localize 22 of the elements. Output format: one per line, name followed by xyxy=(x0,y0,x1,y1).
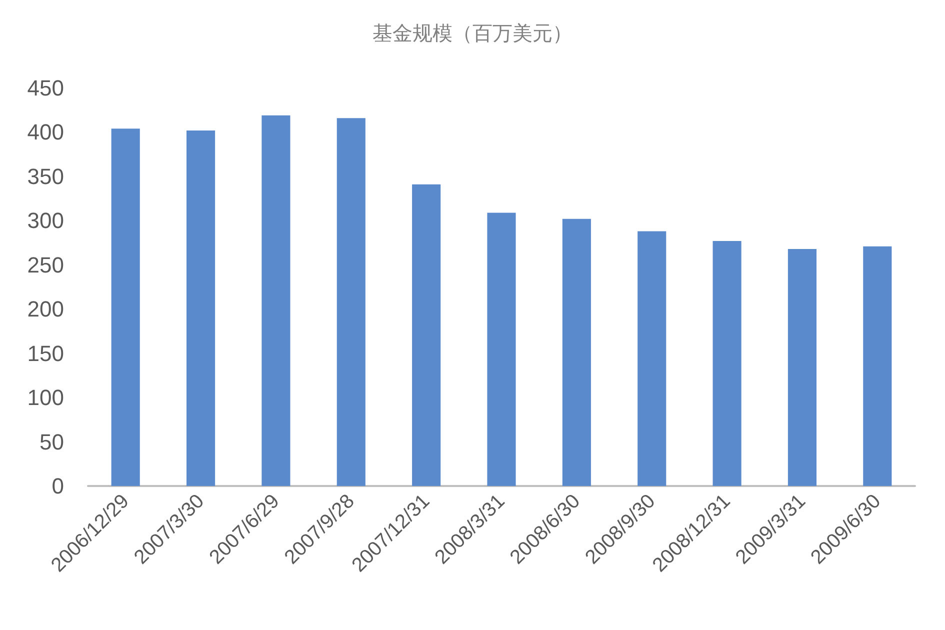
bar xyxy=(788,248,817,486)
y-tick-label: 350 xyxy=(27,164,64,189)
y-tick-label: 300 xyxy=(27,208,64,234)
bar xyxy=(863,246,892,486)
bar xyxy=(412,184,441,486)
y-tick-label: 250 xyxy=(27,252,64,278)
y-tick-label: 450 xyxy=(27,76,64,100)
bar xyxy=(262,115,290,486)
bar xyxy=(712,241,742,486)
y-tick-label: 400 xyxy=(27,120,64,145)
bar xyxy=(186,130,216,486)
y-tick-label: 100 xyxy=(27,385,64,410)
y-tick-label: 150 xyxy=(27,340,64,366)
y-tick-label: 50 xyxy=(40,429,64,454)
bar xyxy=(487,212,516,486)
bar xyxy=(638,231,666,486)
y-tick-label: 200 xyxy=(27,296,64,322)
y-tick-label: 0 xyxy=(52,474,64,498)
bar xyxy=(336,118,366,486)
chart-title: 基金规模（百万美元） xyxy=(372,21,572,45)
bar xyxy=(562,218,591,486)
bar xyxy=(111,128,140,486)
